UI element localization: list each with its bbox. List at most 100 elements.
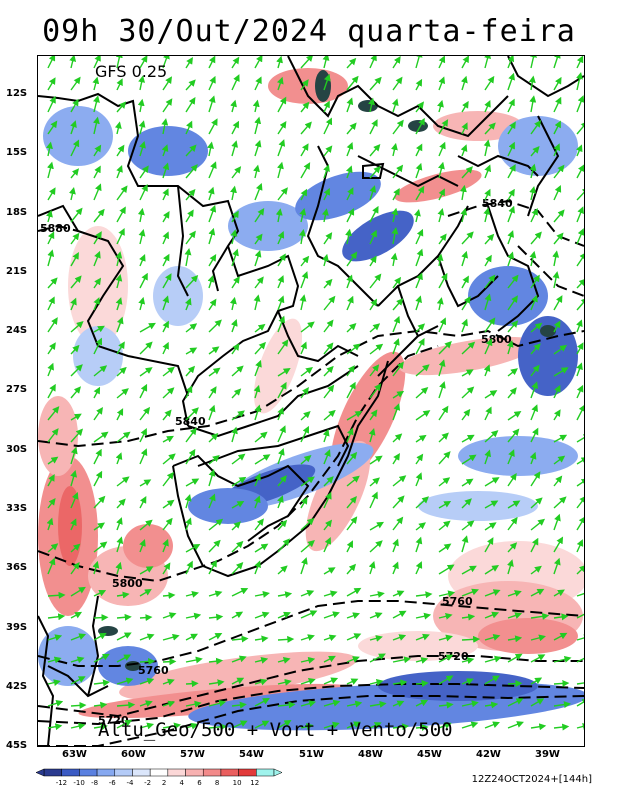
wind-arrow (484, 406, 492, 421)
wind-arrow (139, 341, 153, 355)
wind-arrow (277, 161, 284, 179)
wind-arrow (93, 701, 108, 709)
wind-arrow (323, 537, 332, 553)
wind-arrow (346, 475, 360, 487)
wind-arrow (461, 454, 477, 465)
wind-arrow (300, 455, 312, 465)
wind-arrow (438, 119, 449, 135)
wind-arrow (231, 540, 244, 553)
wind-arrow (461, 635, 481, 643)
wind-arrow (47, 591, 66, 599)
wind-arrow (70, 446, 78, 465)
wind-arrow (254, 431, 268, 443)
wind-arrow (391, 142, 398, 157)
wind-arrow (116, 388, 129, 399)
wind-arrow (392, 76, 403, 91)
wind-arrow (392, 700, 405, 708)
wind-arrow (484, 317, 496, 333)
wind-arrow (185, 120, 193, 135)
wind-arrow (162, 387, 175, 399)
wind-arrow (415, 522, 426, 531)
wind-arrow (300, 634, 315, 641)
wind-arrow (139, 539, 146, 553)
wind-arrow (483, 207, 491, 223)
wind-arrow (254, 635, 269, 643)
wind-arrow (208, 632, 223, 641)
wind-arrow (139, 633, 155, 641)
wind-arrow (369, 255, 377, 267)
wind-arrow (346, 516, 358, 531)
wind-arrow (116, 719, 133, 729)
wind-arrow (346, 678, 359, 685)
wind-arrow (346, 587, 362, 597)
wind-arrow (276, 56, 283, 69)
wind-arrow (530, 207, 538, 223)
wind-arrow (138, 228, 146, 245)
wind-arrow (553, 185, 562, 201)
wind-arrow (392, 403, 401, 421)
wind-arrow (437, 208, 445, 223)
wind-arrow (139, 496, 147, 509)
wind-arrow (530, 427, 539, 443)
wind-arrow (277, 406, 284, 421)
wind-arrow (139, 253, 146, 267)
wind-arrow (507, 56, 515, 69)
wind-arrow (369, 273, 382, 289)
wind-arrow (529, 250, 537, 267)
wind-arrow (461, 386, 475, 399)
wind-arrow (277, 495, 284, 509)
map-panel: 5880 5840 5800 5840 5800 5760 5720 5760 … (37, 55, 585, 747)
wind-arrow (47, 161, 54, 179)
wind-arrow (162, 162, 170, 179)
wind-arrow (346, 57, 357, 69)
wind-arrow (461, 408, 471, 421)
wind-arrow (70, 252, 79, 267)
wind-arrow (93, 679, 110, 687)
wind-arrow (300, 540, 315, 553)
wind-arrow (70, 364, 83, 377)
wind-arrow (415, 657, 429, 664)
wind-arrow (116, 78, 123, 91)
wind-arrow (93, 386, 101, 399)
wind-arrow (553, 320, 561, 333)
wind-arrow (162, 341, 169, 355)
wind-arrow (438, 272, 448, 289)
wind-arrow (162, 517, 173, 531)
wind-arrow (185, 633, 199, 641)
wind-arrow (553, 589, 565, 597)
wind-arrow (300, 386, 309, 399)
wind-arrow (185, 722, 199, 730)
wind-arrow (345, 228, 352, 245)
wind-arrow (231, 365, 244, 377)
colorbar-tick-label: 6 (197, 779, 202, 787)
wind-arrow (161, 118, 169, 135)
wind-arrow (390, 252, 398, 267)
wind-arrow (438, 564, 455, 575)
lon-label: 39W (535, 749, 560, 760)
wind-arrow (93, 541, 108, 553)
wind-arrow (484, 100, 491, 113)
wind-arrow (484, 338, 493, 355)
wind-arrow (369, 56, 377, 69)
wind-arrow (47, 296, 55, 311)
wind-arrow (208, 679, 225, 687)
wind-arrow (300, 610, 318, 619)
colorbar-tick-label: -6 (108, 779, 116, 787)
wind-arrow (254, 720, 270, 729)
wind-arrow (116, 366, 127, 377)
wind-arrow (185, 164, 198, 179)
wind-arrow (392, 610, 407, 619)
wind-arrow (484, 122, 496, 135)
wind-arrow (553, 367, 569, 377)
wind-arrow (415, 185, 425, 201)
wind-arrow (484, 164, 491, 179)
lon-label: 57W (180, 749, 205, 760)
wind-arrow (484, 655, 502, 663)
wind-arrow (369, 679, 384, 686)
wind-arrow (277, 720, 292, 729)
wind-arrow (346, 274, 353, 289)
lat-label: 36S (6, 562, 28, 573)
colorbar-tick-label: -8 (91, 779, 99, 787)
wind-arrow (70, 275, 82, 289)
wind-arrow (323, 295, 336, 311)
